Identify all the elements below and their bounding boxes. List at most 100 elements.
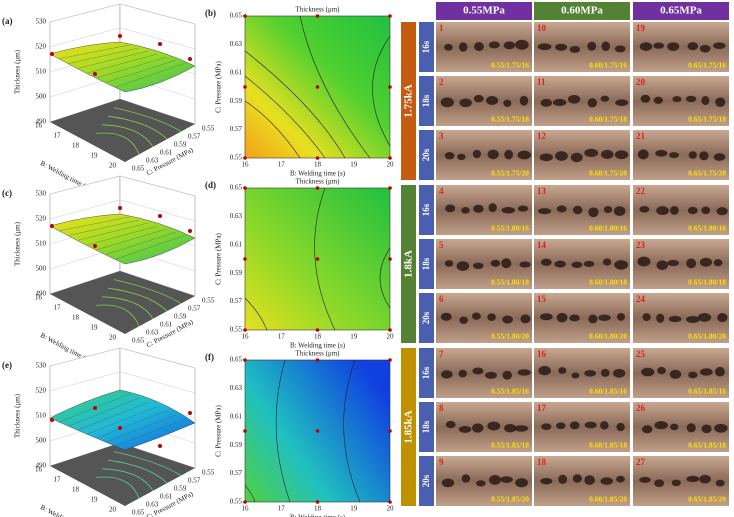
time-tick-label: 16 <box>35 466 43 474</box>
group-label: 1.85kA <box>403 410 415 443</box>
y-tick-label: 0.57 <box>230 125 243 133</box>
pore <box>556 312 568 323</box>
pore <box>472 262 484 269</box>
design-point <box>315 429 320 433</box>
pore <box>584 370 596 377</box>
x-tick-label: 19 <box>350 505 358 513</box>
pore <box>614 150 629 160</box>
floor-contour <box>95 476 140 499</box>
cell-number: 2 <box>439 77 444 87</box>
cell-caption: 0.60/1.85/16 <box>589 387 627 396</box>
pore <box>458 42 468 52</box>
cell-number: 8 <box>439 403 444 413</box>
pore <box>601 41 610 52</box>
contour-title: Thickness (μm) <box>296 350 341 358</box>
time-tick-label: 16 <box>35 294 43 302</box>
pressure-tick-label: 0.61 <box>160 493 173 501</box>
pore <box>540 258 552 266</box>
y-tick-label: 0.57 <box>230 469 243 477</box>
y-tick-label: 0.55 <box>230 326 243 334</box>
pore <box>616 313 625 321</box>
cell-number: 27 <box>636 457 646 467</box>
y-tick-label: 0.57 <box>230 297 243 305</box>
cell-number: 9 <box>439 457 444 467</box>
cell-caption: 0.60/1.80/18 <box>589 278 627 287</box>
contour-plot: (d) Thickness (μm) 0.55 0.57 0.59 0.61 0.63 0.6… <box>205 178 394 350</box>
pore <box>570 152 583 163</box>
z-tick-label: 490 <box>36 118 47 126</box>
design-point <box>243 500 247 504</box>
cell-number: 10 <box>537 23 547 33</box>
design-point <box>243 186 247 190</box>
pore <box>701 424 712 434</box>
pressure-tick-label: 0.65 <box>132 165 145 173</box>
floor <box>50 271 195 334</box>
floor-contour <box>113 107 182 132</box>
pore <box>515 39 529 50</box>
pore <box>613 368 626 378</box>
pore <box>716 207 728 216</box>
pressure-tick-label: 0.59 <box>174 485 187 493</box>
cell-number: 1 <box>439 23 444 33</box>
cell-caption: 0.65/1.80/16 <box>688 224 726 233</box>
z-tick-label: 530 <box>36 190 47 198</box>
design-point <box>243 85 247 89</box>
group-label-bg <box>401 348 416 506</box>
z-tick-label: 520 <box>36 215 47 223</box>
pore <box>441 370 453 379</box>
x-tick-label: 17 <box>278 333 286 341</box>
pressure-tick-label: 0.63 <box>146 501 159 509</box>
design-point <box>388 358 392 362</box>
pore <box>637 256 651 267</box>
pore <box>487 313 496 321</box>
row-label: 18s <box>421 94 431 107</box>
pore <box>539 313 553 321</box>
grid-line <box>49 199 196 222</box>
design-point <box>118 426 122 430</box>
row-label-bg <box>419 130 434 180</box>
row-label-bg <box>419 239 434 289</box>
design-point <box>243 358 247 362</box>
pore <box>653 42 665 49</box>
x-tick-label: 17 <box>278 161 286 169</box>
mesh-line <box>115 62 186 88</box>
pore <box>699 44 711 53</box>
pore <box>540 477 553 485</box>
pore <box>603 206 613 213</box>
z-axis-title: Thickness (μm) <box>14 393 22 438</box>
pressure-tick-label: 0.65 <box>132 337 145 345</box>
cell-caption: 0.65/1.75/16 <box>688 61 726 70</box>
x-tick-label: 18 <box>314 333 322 341</box>
floor-contour <box>107 115 168 140</box>
design-point <box>50 224 54 228</box>
y-tick-label: 0.59 <box>230 97 243 105</box>
pore <box>540 98 553 107</box>
pore <box>572 474 582 483</box>
design-point <box>388 500 392 504</box>
pressure-tick-label: 0.63 <box>146 157 159 165</box>
x-tick-label: 17 <box>278 505 286 513</box>
pore <box>713 153 726 161</box>
pore <box>642 313 651 322</box>
cell-caption: 0.60/1.75/16 <box>589 61 627 70</box>
pore <box>458 426 472 433</box>
pore <box>445 204 456 213</box>
pore <box>538 208 552 215</box>
x-axis-title: B: Welding time (s) <box>290 514 346 517</box>
pore <box>654 479 665 488</box>
x-tick-label: 20 <box>387 333 395 341</box>
panel-label: (e) <box>2 360 12 370</box>
pore <box>520 314 531 324</box>
pore <box>588 314 598 324</box>
z-tick-label: 510 <box>36 412 47 420</box>
cell-number: 26 <box>636 403 646 413</box>
z-tick-label: 520 <box>36 387 47 395</box>
cell-caption: 0.60/1.80/20 <box>589 332 627 341</box>
y-tick-label: 0.61 <box>230 68 243 76</box>
grid-line <box>49 27 196 50</box>
pressure-tick-label: 0.59 <box>174 141 187 149</box>
pore <box>558 474 568 484</box>
row-label: 20s <box>421 311 431 324</box>
mesh-line <box>87 406 158 435</box>
row-label-bg <box>419 456 434 506</box>
